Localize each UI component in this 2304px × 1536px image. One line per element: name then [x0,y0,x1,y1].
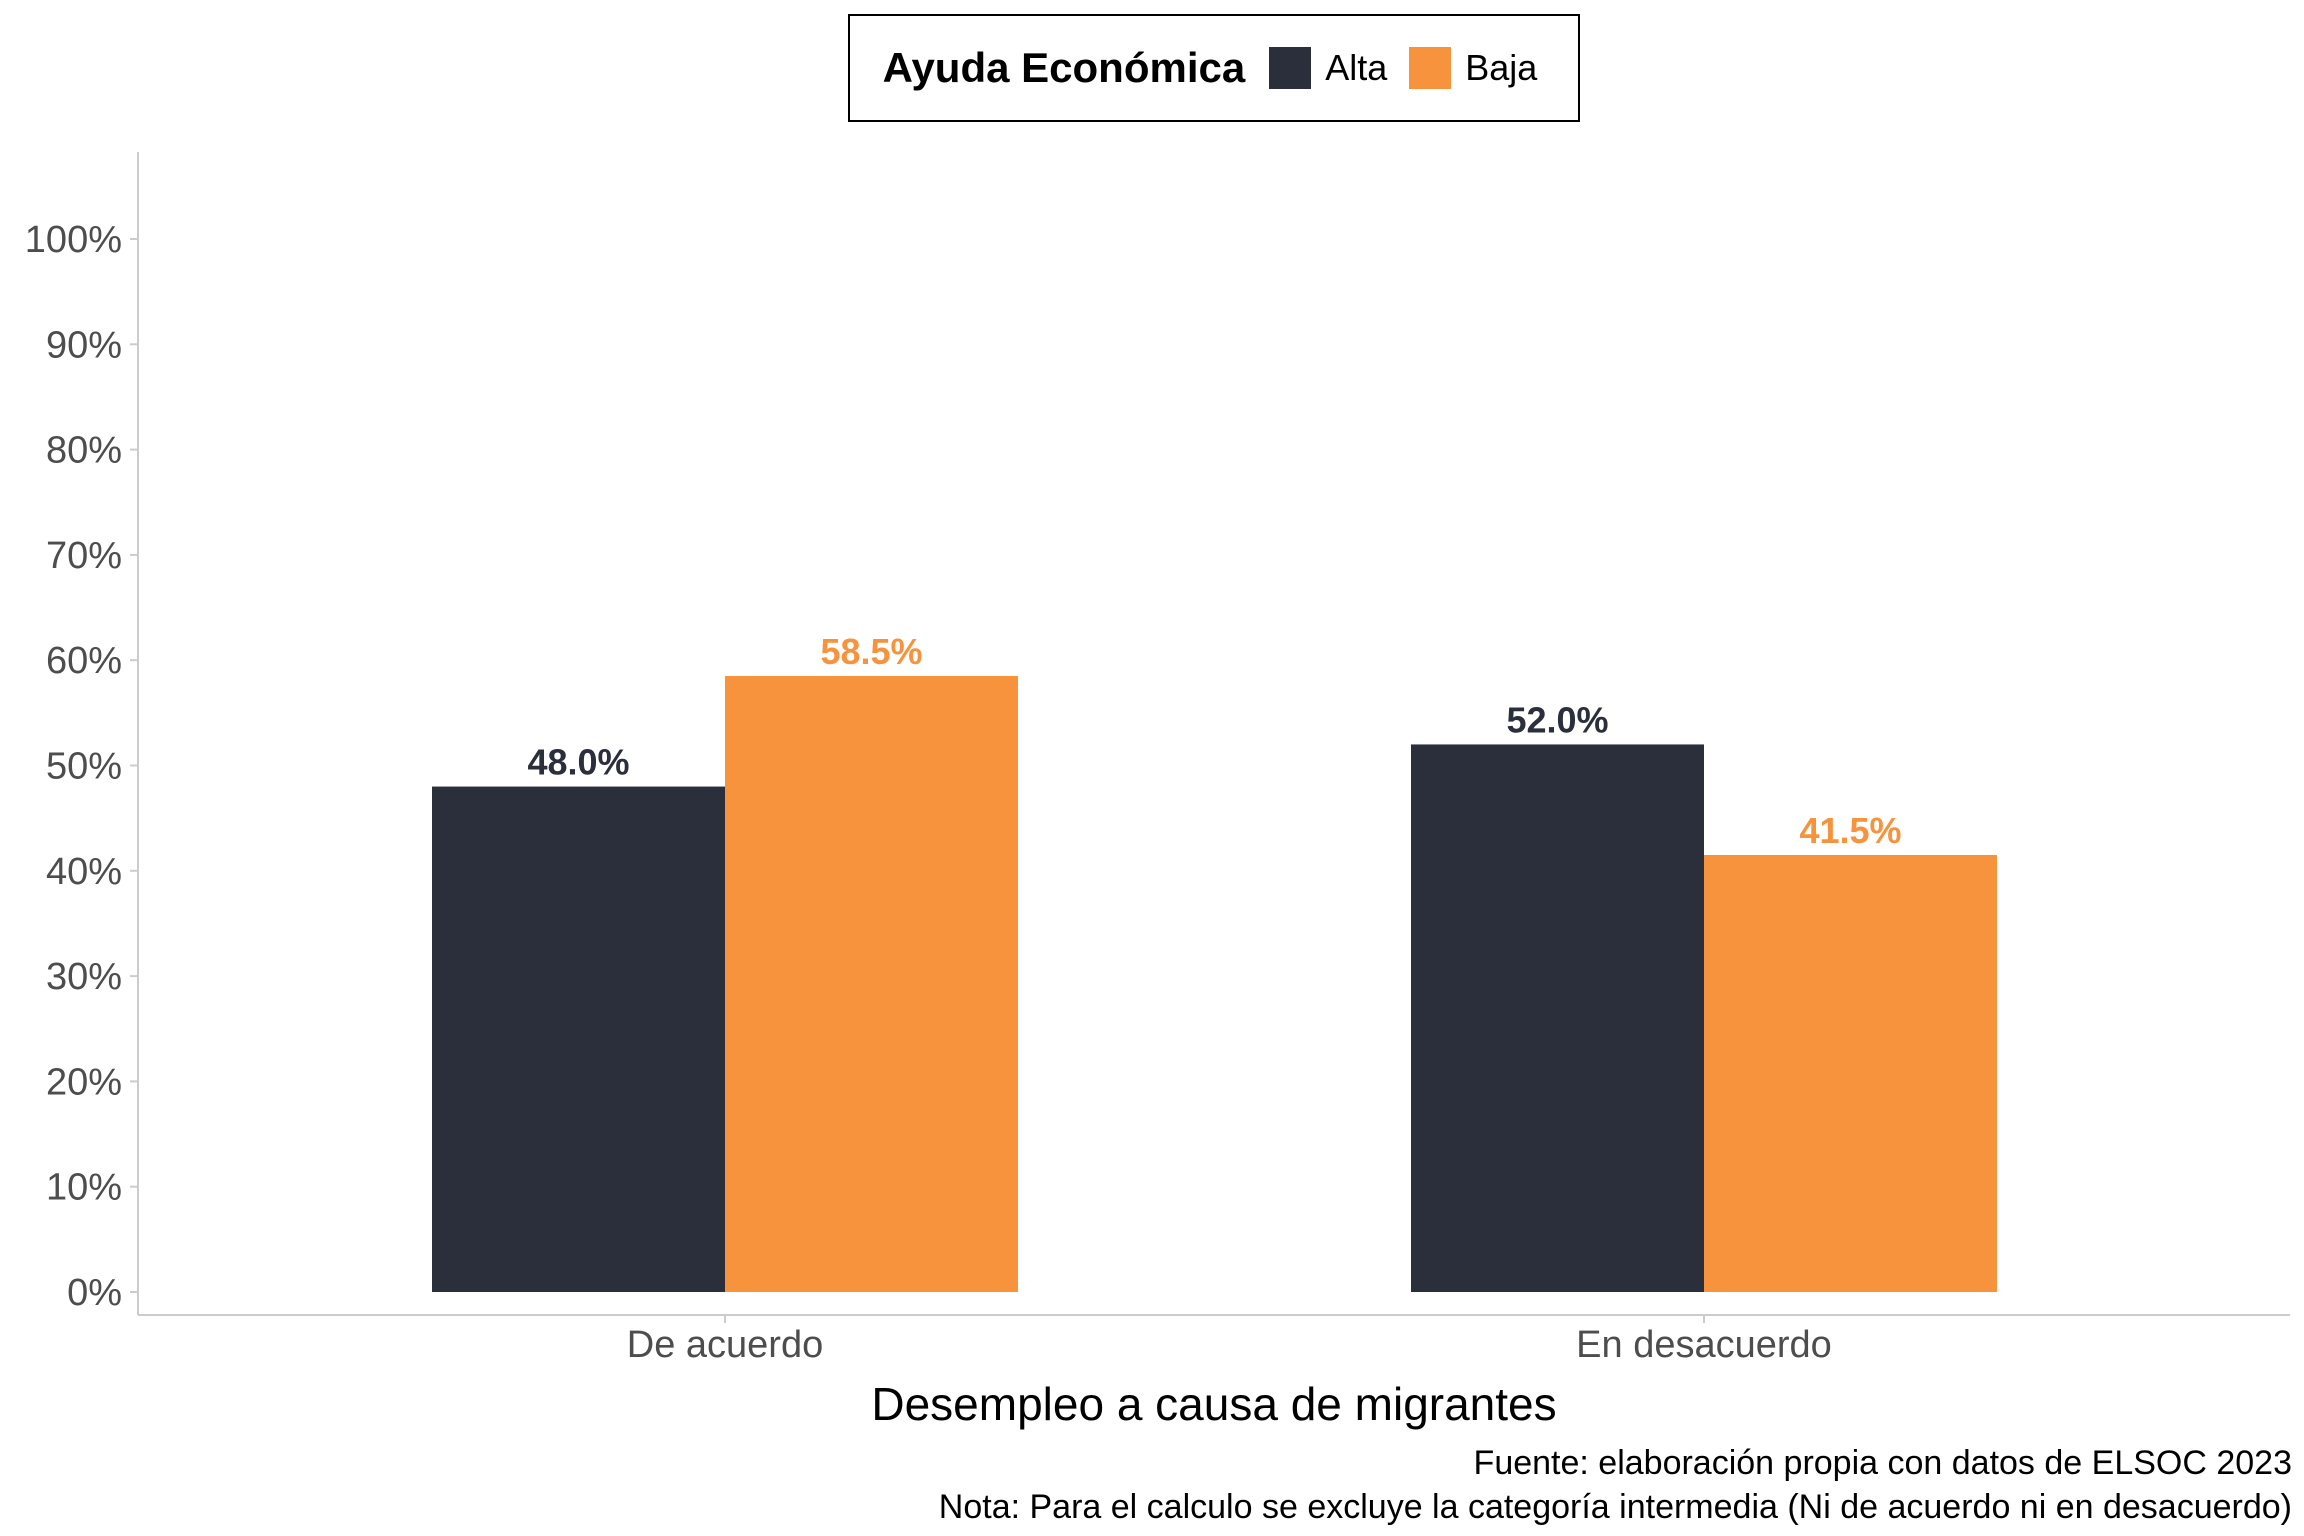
data-label: 41.5% [1799,810,1901,851]
y-tick-label: 30% [46,956,122,998]
note-caption: Nota: Para el calculo se excluye la cate… [938,1488,2292,1526]
legend: Ayuda Económica Alta Baja [848,14,1580,122]
y-tick-label: 40% [46,851,122,893]
legend-item-alta: Alta [1269,47,1387,89]
bar-baja-1 [725,675,1018,1292]
legend-label-alta: Alta [1325,47,1388,88]
data-label: 52.0% [1506,699,1608,740]
y-tick-label: 60% [46,640,122,682]
x-axis-title: Desempleo a causa de migrantes [871,1378,1556,1430]
bar-baja-2 [1704,855,1997,1292]
legend-title: Ayuda Económica [882,44,1246,91]
x-tick-label: En desacuerdo [1576,1324,1832,1366]
legend-label-baja: Baja [1465,47,1538,88]
y-tick-label: 80% [46,430,122,472]
y-tick-label: 100% [25,219,122,261]
y-tick-label: 20% [46,1061,122,1103]
bar-alta-1 [432,786,725,1292]
y-tick-label: 10% [46,1167,122,1209]
bar-alta-2 [1411,744,1704,1292]
y-tick-label: 90% [46,324,122,366]
data-label: 58.5% [820,631,922,672]
x-tick-label: De acuerdo [627,1324,823,1366]
source-caption: Fuente: elaboración propia con datos de … [1473,1444,2292,1482]
legend-swatch-baja [1409,47,1452,89]
legend-item-baja: Baja [1409,47,1537,89]
y-tick-label: 50% [46,746,122,788]
y-tick-label: 70% [46,535,122,577]
legend-swatch-alta [1269,47,1312,89]
data-label: 48.0% [527,742,629,783]
y-tick-label: 0% [67,1272,122,1314]
